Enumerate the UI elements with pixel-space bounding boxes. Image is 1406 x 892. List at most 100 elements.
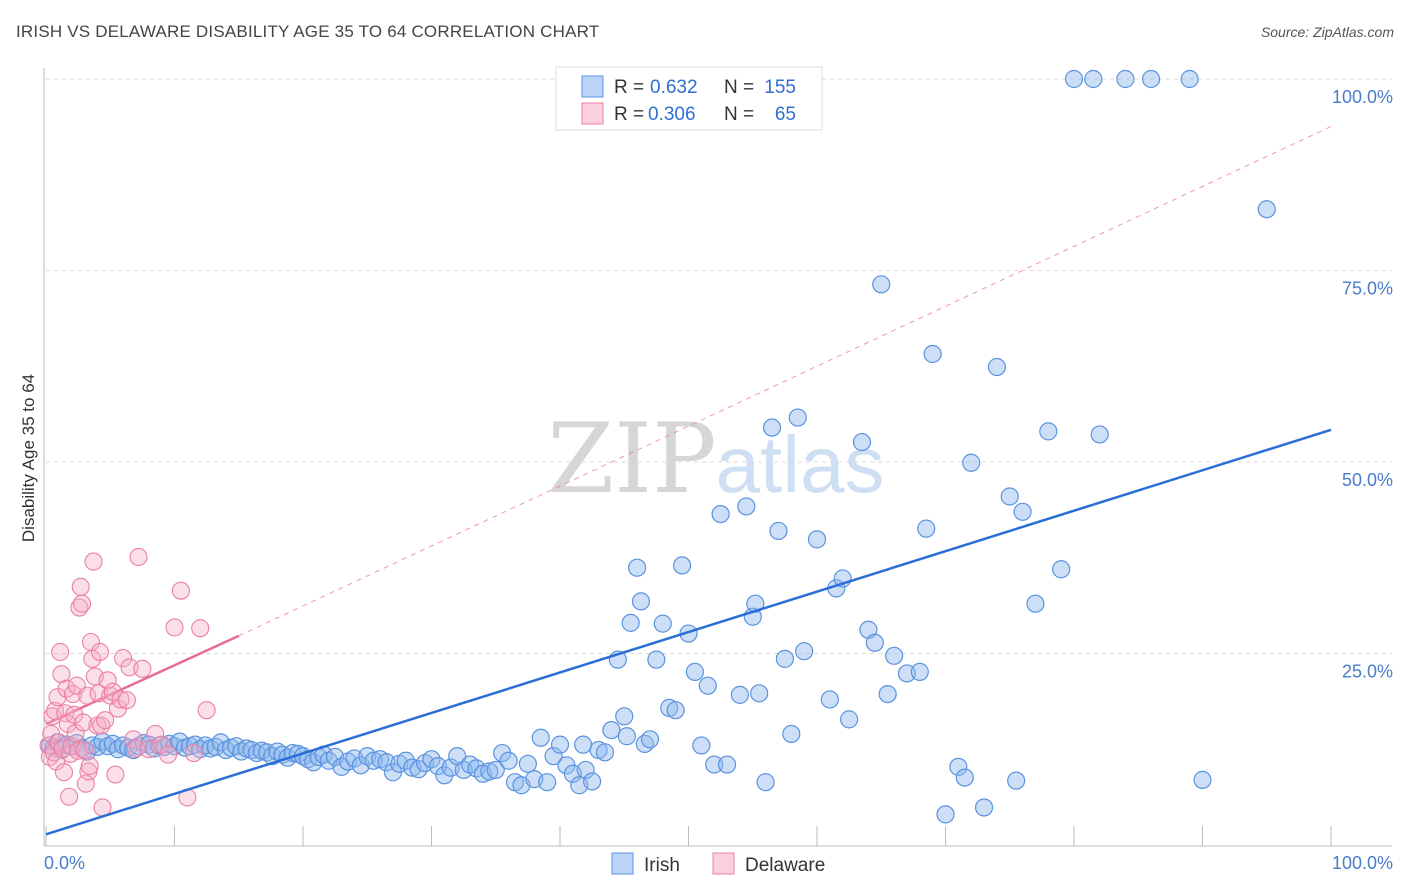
delaware-point — [51, 642, 70, 662]
irish-point — [1000, 487, 1019, 506]
axes — [43, 68, 1392, 847]
irish-point — [820, 690, 839, 709]
series-legend-irish: Irish — [644, 855, 680, 876]
irish-point — [775, 649, 794, 668]
irish-point — [1039, 422, 1058, 441]
irish-point — [1141, 69, 1161, 89]
irish-point — [621, 613, 640, 632]
irish-point — [544, 747, 563, 766]
delaware-point — [54, 763, 74, 782]
irish-point — [711, 504, 730, 524]
irish-point — [762, 418, 782, 437]
irish-point — [617, 727, 636, 746]
irish-point — [750, 684, 769, 703]
delaware-point — [69, 741, 88, 760]
delaware-point — [103, 682, 122, 701]
delaware-point — [129, 547, 148, 567]
irish-point — [917, 519, 936, 538]
legend-swatch-irish — [581, 75, 604, 98]
delaware-point — [83, 649, 102, 668]
delaware-point — [58, 714, 77, 734]
irish-point — [865, 633, 884, 652]
irish-point — [268, 742, 287, 761]
irish-point — [1193, 770, 1212, 789]
stats-legend: R = 0.632 N = 155 R = 0.306 N = 65 — [555, 66, 823, 131]
series-legend-swatch-irish — [611, 852, 634, 875]
irish-point — [538, 773, 557, 792]
delaware-point — [60, 787, 79, 806]
source-label: Source: ZipAtlas.com — [1260, 24, 1394, 40]
irish-point — [756, 773, 775, 792]
irish-point — [653, 614, 672, 633]
irish-point — [631, 592, 651, 611]
irish-point — [698, 676, 717, 695]
irish-point — [422, 750, 441, 769]
irish-point — [962, 453, 981, 472]
irish-point — [737, 497, 756, 516]
delaware-point — [52, 665, 71, 684]
delaware-point — [98, 671, 117, 690]
irish-point — [304, 753, 323, 772]
legend-r-label-irish: R = — [614, 77, 644, 98]
delaware-point — [80, 757, 99, 776]
irish-point — [974, 798, 994, 817]
irish-point — [987, 357, 1007, 377]
y-axis-title: Disability Age 35 to 64 — [19, 374, 38, 542]
y-tick-label-3: 25.0% — [1342, 662, 1393, 682]
irish-point — [769, 521, 788, 541]
irish-point — [852, 432, 872, 452]
watermark-atlas: atlas — [716, 420, 885, 509]
chart-title: IRISH VS DELAWARE DISABILITY AGE 35 TO 6… — [16, 22, 600, 41]
irish-point — [1026, 594, 1045, 613]
irish-point — [807, 530, 827, 549]
irish-point — [647, 650, 666, 669]
irish-point — [878, 684, 897, 704]
irish-point — [1007, 771, 1026, 790]
irish-trend-line — [45, 428, 1332, 836]
irish-point — [499, 751, 518, 770]
irish-point — [795, 642, 814, 661]
irish-point — [627, 558, 647, 577]
irish-point — [1090, 425, 1109, 444]
delaware-point — [146, 724, 165, 743]
delaware-point — [152, 735, 171, 754]
delaware-point — [90, 642, 110, 662]
irish-point — [782, 724, 801, 744]
x-tick-label-left: 0.0% — [44, 853, 85, 873]
x-tick-label-right: 100.0% — [1332, 853, 1393, 873]
irish-point — [595, 743, 615, 762]
irish-point — [640, 730, 660, 749]
y-tick-label-1: 75.0% — [1342, 279, 1393, 299]
irish-point — [949, 757, 968, 776]
irish-trend — [45, 428, 1332, 836]
irish-point — [242, 740, 261, 760]
irish-point — [1064, 69, 1084, 89]
delaware-point — [96, 711, 115, 730]
irish-point — [583, 772, 602, 791]
legend-n-delaware: 65 — [775, 104, 796, 125]
irish-point — [936, 805, 955, 824]
watermark-zip: ZIP — [547, 403, 716, 515]
irish-point — [602, 720, 621, 740]
delaware-point — [117, 691, 137, 710]
irish-point — [1052, 560, 1071, 579]
series-legend-swatch-delaware — [712, 852, 735, 875]
delaware-point — [72, 594, 92, 613]
irish-point — [1116, 69, 1135, 89]
delaware-point — [184, 744, 203, 763]
irish-point — [1257, 200, 1276, 219]
irish-point — [730, 685, 750, 704]
irish-point — [531, 728, 550, 747]
legend-n-irish: 155 — [764, 77, 796, 98]
y-tick-labels: 100.0% 75.0% 50.0% 25.0% — [1332, 87, 1393, 682]
delaware-points — [39, 547, 216, 817]
irish-point — [1180, 69, 1199, 89]
irish-point — [486, 760, 505, 780]
irish-point — [550, 735, 570, 754]
irish-point — [910, 662, 929, 681]
delaware-point — [111, 690, 130, 709]
delaware-point — [171, 581, 190, 600]
irish-point — [666, 701, 685, 720]
legend-r-label-delaware: R = — [614, 104, 644, 125]
